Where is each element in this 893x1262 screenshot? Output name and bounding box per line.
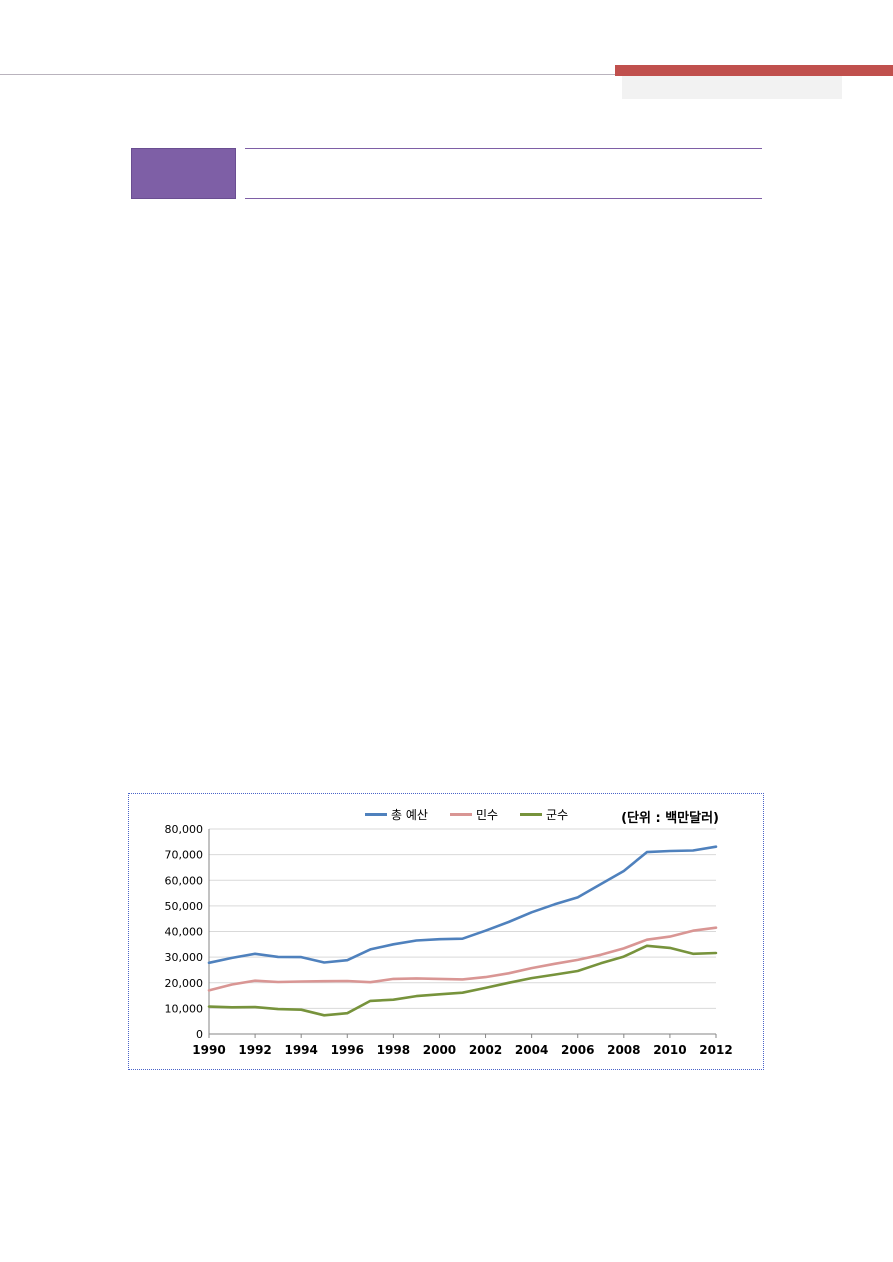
y-tick-label: 60,000 [165, 874, 204, 887]
unit-label: (단위 : 백만달러) [621, 811, 719, 826]
x-tick-label: 2006 [561, 1043, 594, 1057]
x-tick-label: 1996 [331, 1043, 364, 1057]
y-tick-label: 40,000 [165, 926, 204, 939]
header-accent-bar [615, 65, 893, 76]
legend-item: 군수 [520, 806, 568, 823]
x-tick-label: 2010 [653, 1043, 686, 1057]
header-tab [622, 76, 842, 99]
legend-item: 민수 [449, 806, 499, 823]
x-tick-label: 1990 [192, 1043, 225, 1057]
section-number-box [131, 148, 236, 199]
header-rule [0, 74, 615, 75]
y-tick-label: 30,000 [165, 951, 204, 964]
y-tick-label: 20,000 [165, 977, 204, 990]
y-tick-label: 50,000 [165, 900, 204, 913]
series-line [207, 845, 718, 965]
x-tick-label: 1994 [284, 1043, 317, 1057]
y-tick-label: 0 [196, 1028, 203, 1041]
x-tick-label: 2008 [607, 1043, 640, 1057]
x-tick-label: 2002 [469, 1043, 502, 1057]
x-tick-label: 1992 [238, 1043, 271, 1057]
legend-swatch [520, 813, 543, 816]
y-tick-label: 80,000 [165, 823, 204, 836]
legend-swatch [449, 813, 472, 816]
x-tick-label: 2012 [699, 1043, 732, 1057]
legend-item: 총 예산 [365, 806, 428, 823]
series-line [207, 944, 718, 1017]
x-tick-label: 2004 [515, 1043, 548, 1057]
section-title-rule-top [245, 148, 762, 149]
y-tick-label: 70,000 [165, 849, 204, 862]
legend-label: 총 예산 [391, 808, 428, 822]
x-tick-label: 1998 [377, 1043, 410, 1057]
legend-label: 민수 [475, 808, 499, 822]
y-tick-label: 10,000 [165, 1002, 204, 1015]
chart-frame: 0 10,000 20,000 30,000 40,000 50,000 60,000 70,… [128, 793, 764, 1070]
legend-swatch [365, 813, 387, 816]
legend-label: 군수 [546, 808, 569, 822]
x-tick-label: 2000 [423, 1043, 456, 1057]
line-chart: 0 10,000 20,000 30,000 40,000 50,000 60,000 70,… [165, 823, 733, 1057]
chart-legend: 총 예산 민수 군수 [365, 806, 568, 823]
section-title-rule-bottom [245, 198, 762, 199]
series-line [207, 926, 718, 992]
